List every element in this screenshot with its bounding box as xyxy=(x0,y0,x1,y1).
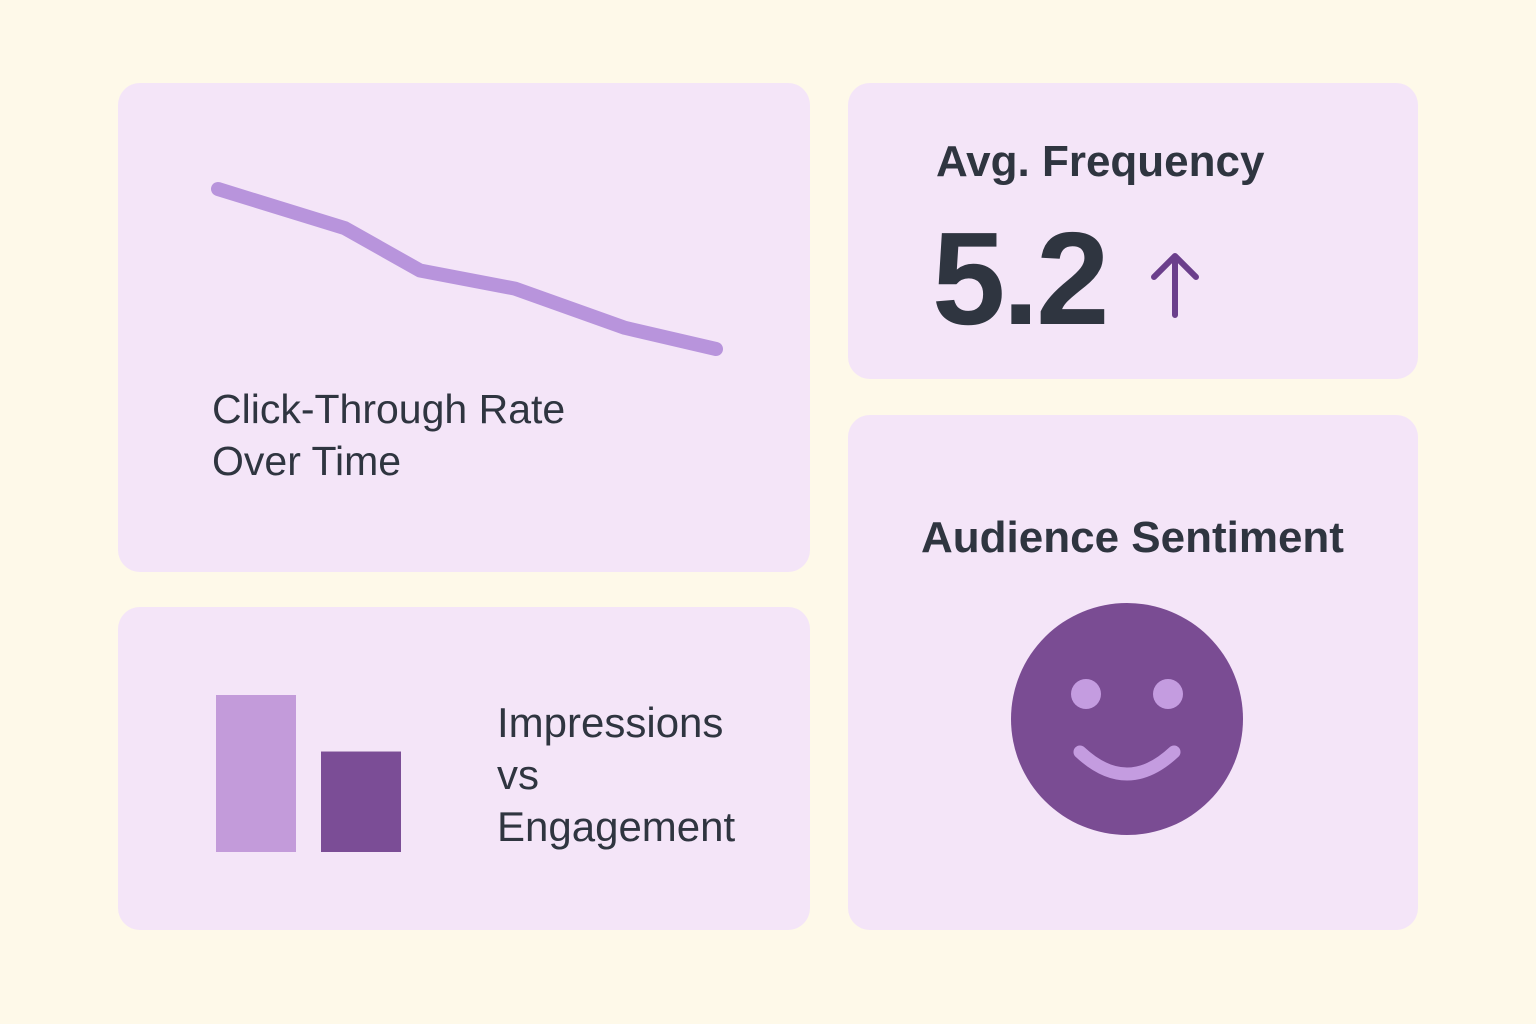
bar-impressions xyxy=(216,695,296,852)
impressions-card: Impressions vs Engagement xyxy=(118,607,810,930)
ctr-line-chart xyxy=(211,182,723,356)
ctr-card: Click-Through Rate Over Time xyxy=(118,83,810,572)
impressions-title: Impressions vs Engagement xyxy=(497,697,735,853)
frequency-card: Avg. Frequency 5.2 xyxy=(848,83,1418,379)
left-eye xyxy=(1071,679,1101,709)
smile xyxy=(1073,745,1181,781)
ctr-title-line2: Over Time xyxy=(212,438,402,484)
impressions-title-line3: Engagement xyxy=(497,803,736,850)
impressions-title-line1: Impressions xyxy=(497,699,724,746)
right-eye xyxy=(1153,679,1183,709)
impressions-title-line2: vs xyxy=(497,751,539,798)
face-circle xyxy=(1011,603,1243,835)
frequency-title: Avg. Frequency xyxy=(936,137,1265,186)
frequency-value: 5.2 xyxy=(932,205,1109,352)
ctr-line xyxy=(211,182,723,356)
bar-engagement xyxy=(321,751,401,852)
sentiment-card: Audience Sentiment xyxy=(848,415,1418,930)
arrow-up-icon xyxy=(1151,253,1199,318)
sentiment-title: Audience Sentiment xyxy=(921,513,1344,562)
smiley-face-icon xyxy=(1011,603,1243,835)
ctr-title-line1: Click-Through Rate xyxy=(212,386,566,432)
ctr-title: Click-Through Rate Over Time xyxy=(212,383,565,487)
impressions-bar-chart xyxy=(216,695,401,852)
